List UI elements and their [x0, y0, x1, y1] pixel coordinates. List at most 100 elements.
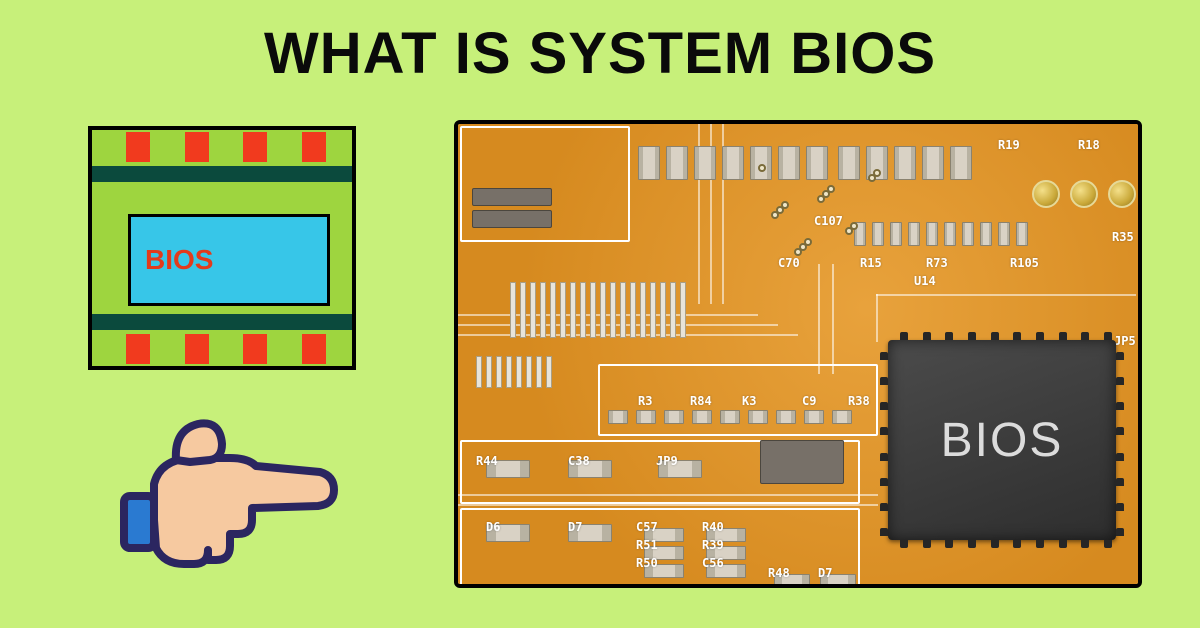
gold-contact-pad [1108, 180, 1136, 208]
chip-pin [1116, 352, 1124, 360]
chip-screen: BIOS [128, 214, 330, 306]
chip-pin [991, 332, 999, 340]
gold-contact-pad [1070, 180, 1098, 208]
smd-component [894, 146, 916, 180]
chip-pin [1036, 332, 1044, 340]
component-ref-label: JP5 [1114, 334, 1136, 348]
smd-component [950, 146, 972, 180]
infographic-canvas: WHAT IS SYSTEM BIOS BIOS R19R18C107C70R1… [0, 0, 1200, 628]
smd-component [776, 410, 796, 424]
component-ref-label: D6 [486, 520, 500, 534]
ic-component [472, 210, 552, 228]
chip-pin [1036, 540, 1044, 548]
smd-component [838, 146, 860, 180]
smd-component [608, 410, 628, 424]
contact-pad-row [476, 356, 552, 388]
bios-chip-label: BIOS [941, 413, 1064, 468]
pcb-trace [876, 294, 878, 342]
component-ref-label: R35 [1112, 230, 1134, 244]
chip-pin [945, 540, 953, 548]
ic-component [760, 440, 844, 484]
chip-pin [923, 332, 931, 340]
chip-pin [880, 453, 888, 461]
chip-pin [1116, 453, 1124, 461]
chip-pin [126, 132, 150, 162]
smd-component [722, 146, 744, 180]
chip-pin [880, 503, 888, 511]
chip-pin [185, 334, 209, 364]
chip-screen-label: BIOS [145, 244, 213, 276]
bios-chip-on-board: BIOS [888, 340, 1116, 540]
smd-component [872, 222, 884, 246]
via [794, 248, 802, 256]
smd-component [962, 222, 974, 246]
chip-pin [1081, 332, 1089, 340]
chip-pin [1116, 427, 1124, 435]
pcb-trace [832, 264, 834, 374]
chip-pin [1081, 540, 1089, 548]
via [817, 195, 825, 203]
smd-component [636, 410, 656, 424]
chip-pin [1116, 528, 1124, 536]
chip-pin [1116, 402, 1124, 410]
component-ref-label: R15 [860, 256, 882, 270]
component-ref-label: C57 [636, 520, 658, 534]
chip-pin [243, 334, 267, 364]
component-ref-label: R44 [476, 454, 498, 468]
component-ref-label: R19 [998, 138, 1020, 152]
chip-band-top [92, 166, 352, 182]
via [771, 211, 779, 219]
via [758, 164, 766, 172]
chip-pin [991, 540, 999, 548]
smd-component [890, 222, 902, 246]
chip-pin [923, 540, 931, 548]
component-ref-label: R18 [1078, 138, 1100, 152]
smd-component [832, 410, 852, 424]
chip-pin [1116, 377, 1124, 385]
smd-component [926, 222, 938, 246]
chip-pin [880, 478, 888, 486]
pointing-hand-icon [120, 400, 340, 585]
component-ref-label: C107 [814, 214, 843, 228]
component-ref-label: D7 [818, 566, 832, 580]
chip-pin [126, 334, 150, 364]
component-ref-label: C9 [802, 394, 816, 408]
smd-component [666, 146, 688, 180]
chip-pin [900, 540, 908, 548]
component-ref-label: R51 [636, 538, 658, 552]
chip-pin [900, 332, 908, 340]
component-ref-label: R38 [848, 394, 870, 408]
smd-component [804, 410, 824, 424]
component-ref-label: R84 [690, 394, 712, 408]
chip-pin [1059, 540, 1067, 548]
chip-pin [185, 132, 209, 162]
chip-pin [302, 334, 326, 364]
ic-component [472, 188, 552, 206]
component-ref-label: C70 [778, 256, 800, 270]
component-ref-label: R3 [638, 394, 652, 408]
chip-pin [880, 377, 888, 385]
chip-pin [945, 332, 953, 340]
component-ref-label: JP9 [656, 454, 678, 468]
component-ref-label: D7 [568, 520, 582, 534]
smd-component [980, 222, 992, 246]
chip-pin [1104, 332, 1112, 340]
smd-component [750, 146, 772, 180]
chip-pin [1116, 478, 1124, 486]
smd-component [922, 146, 944, 180]
pcb-trace [818, 264, 820, 374]
chip-pin [1059, 332, 1067, 340]
bios-chip-illustration: BIOS [88, 126, 356, 370]
component-ref-label: C56 [702, 556, 724, 570]
via [868, 174, 876, 182]
chip-pin [1013, 332, 1021, 340]
chip-pin [880, 352, 888, 360]
smd-component [692, 410, 712, 424]
component-ref-label: R39 [702, 538, 724, 552]
gold-contact-pad [1032, 180, 1060, 208]
smd-component [998, 222, 1010, 246]
via [845, 227, 853, 235]
chip-pin [1104, 540, 1112, 548]
pcb-trace [458, 504, 878, 506]
chip-pin [968, 540, 976, 548]
